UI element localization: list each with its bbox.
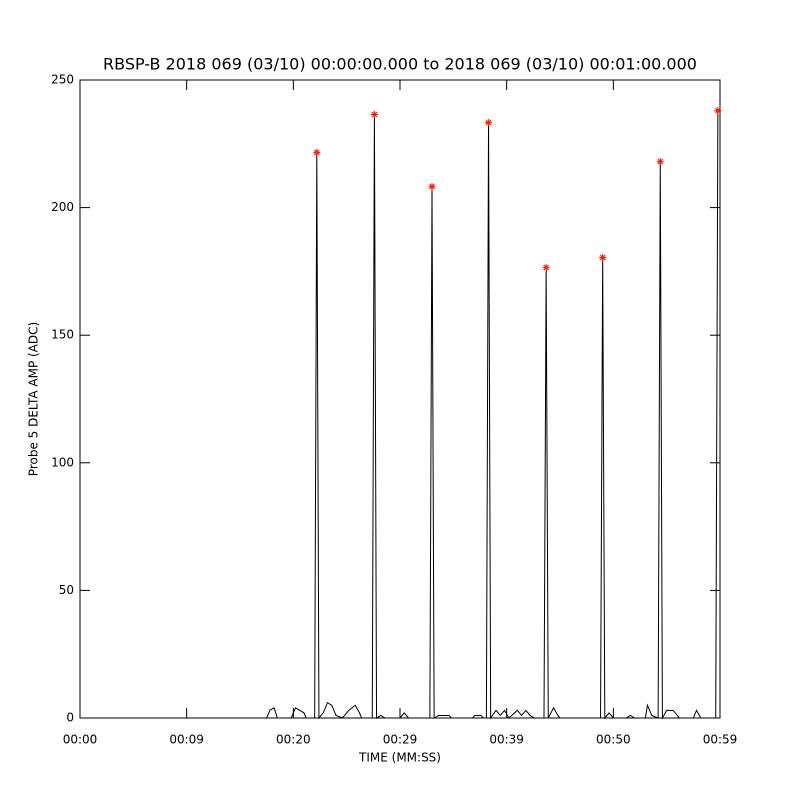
peak-marker [542,264,550,272]
x-tick-label: 00:00 [63,733,98,747]
x-tick-label: 00:29 [383,733,418,747]
y-tick-label: 50 [59,583,74,597]
x-tick-label: 00:39 [489,733,524,747]
signal-line [80,110,719,720]
peak-marker [485,119,493,127]
plot-frame [79,79,721,719]
x-tick-label: 00:20 [276,733,311,747]
chart-title: RBSP-B 2018 069 (03/10) 00:00:00.000 to … [103,55,697,74]
peak-marker [714,107,722,115]
y-tick-label: 0 [66,711,74,725]
x-tick-label: 00:59 [703,733,738,747]
x-axis-label: TIME (MM:SS) [358,751,441,765]
peak-marker [428,183,436,191]
x-tick-label: 00:50 [596,733,631,747]
y-tick-label: 100 [51,455,74,469]
x-tick-label: 00:09 [169,733,204,747]
peak-marker [599,254,607,262]
peak-marker [313,148,321,156]
peak-marker [656,158,664,166]
y-axis-label: Probe 5 DELTA AMP (ADC) [27,322,41,476]
peak-marker [370,110,378,118]
y-tick-label: 200 [51,200,74,214]
y-tick-label: 250 [51,73,74,87]
y-tick-label: 150 [51,328,74,342]
